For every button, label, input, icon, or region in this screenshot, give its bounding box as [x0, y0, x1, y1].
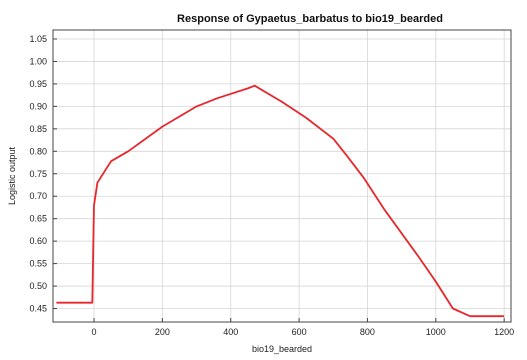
chart-title: Response of Gypaetus_barbatus to bio19_b… — [177, 13, 443, 25]
y-tick-label: 1.00 — [29, 56, 47, 66]
x-tick-label: 0 — [92, 327, 97, 337]
y-tick-label: 0.45 — [29, 304, 47, 314]
x-tick-label: 1000 — [426, 327, 446, 337]
y-axis-label: Logistic output — [7, 146, 17, 205]
x-tick-label: 200 — [155, 327, 170, 337]
y-tick-label: 1.05 — [29, 34, 47, 44]
x-tick-label: 400 — [223, 327, 238, 337]
plot-frame — [52, 29, 512, 323]
y-tick-label: 0.65 — [29, 214, 47, 224]
y-tick-label: 0.50 — [29, 281, 47, 291]
response-curve-line — [56, 84, 505, 318]
y-tick-label: 0.95 — [29, 79, 47, 89]
y-tick-label: 0.90 — [29, 101, 47, 111]
y-tick-label: 0.85 — [29, 124, 47, 134]
y-tick-label: 0.80 — [29, 146, 47, 156]
x-tick-labels: 0 200 400 600 800 1000 1200 — [92, 318, 514, 337]
y-tick-label: 0.75 — [29, 169, 47, 179]
x-tick-label: 1200 — [494, 327, 514, 337]
y-tick-label: 0.70 — [29, 191, 47, 201]
x-tick-label: 800 — [360, 327, 375, 337]
y-tick-label: 0.60 — [29, 236, 47, 246]
y-tick-label: 0.55 — [29, 259, 47, 269]
series-layer — [56, 84, 505, 318]
y-tick-labels: 0.45 0.50 0.55 0.60 0.65 0.70 0.75 0.80 0.85 0.90… — [29, 34, 57, 314]
x-tick-label: 600 — [292, 327, 307, 337]
grid-lines — [53, 30, 511, 322]
x-axis-label: bio19_bearded — [252, 344, 312, 354]
